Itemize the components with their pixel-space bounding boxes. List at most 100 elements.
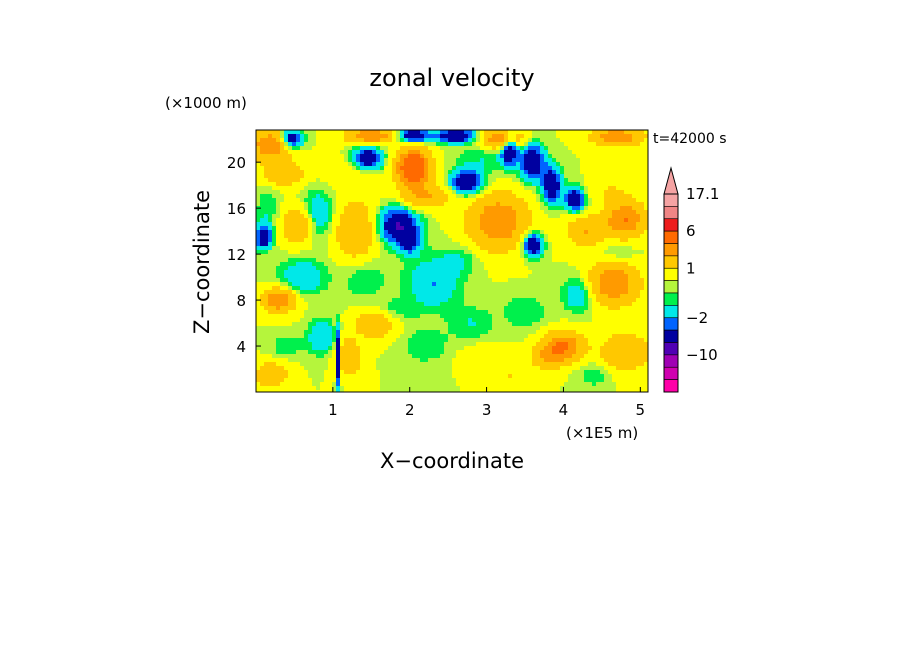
heatmap-cell	[540, 298, 545, 303]
heatmap-cell	[532, 310, 537, 315]
heatmap-cell	[612, 238, 617, 243]
heatmap-cell	[360, 174, 365, 179]
heatmap-cell	[348, 230, 353, 235]
heatmap-cell	[256, 166, 261, 171]
heatmap-cell	[396, 198, 401, 203]
heatmap-cell	[360, 198, 365, 203]
heatmap-cell	[500, 170, 505, 175]
heatmap-cell	[356, 146, 361, 151]
heatmap-cell	[384, 222, 389, 227]
heatmap-cell	[592, 262, 597, 267]
heatmap-cell	[340, 250, 345, 255]
heatmap-cell	[472, 130, 477, 135]
heatmap-cell	[560, 238, 565, 243]
heatmap-cell	[628, 166, 633, 171]
heatmap-cell	[608, 178, 613, 183]
heatmap-cell	[488, 138, 493, 143]
heatmap-cell	[492, 206, 497, 211]
heatmap-cell	[600, 282, 605, 287]
heatmap-cell	[576, 302, 581, 307]
heatmap-cell	[432, 198, 437, 203]
heatmap-cell	[260, 258, 265, 263]
heatmap-cell	[544, 322, 549, 327]
heatmap-cell	[296, 270, 301, 275]
heatmap-cell	[520, 138, 525, 143]
heatmap-cell	[400, 138, 405, 143]
heatmap-cell	[348, 294, 353, 299]
heatmap-cell	[352, 318, 357, 323]
heatmap-cell	[572, 266, 577, 271]
heatmap-cell	[464, 298, 469, 303]
heatmap-cell	[516, 298, 521, 303]
heatmap-cell	[312, 214, 317, 219]
heatmap-cell	[544, 270, 549, 275]
heatmap-cell	[284, 246, 289, 251]
heatmap-cell	[504, 142, 509, 147]
heatmap-cell	[324, 258, 329, 263]
heatmap-cell	[496, 194, 501, 199]
heatmap-cell	[552, 146, 557, 151]
heatmap-cell	[500, 306, 505, 311]
heatmap-cell	[256, 286, 261, 291]
heatmap-cell	[280, 150, 285, 155]
heatmap-cell	[576, 234, 581, 239]
heatmap-cell	[636, 238, 641, 243]
heatmap-cell	[404, 170, 409, 175]
heatmap-cell	[632, 166, 637, 171]
heatmap-cell	[396, 274, 401, 279]
heatmap-cell	[496, 250, 501, 255]
heatmap-cell	[588, 186, 593, 191]
heatmap-cell	[644, 282, 649, 287]
heatmap-cell	[272, 326, 277, 331]
heatmap-cell	[600, 186, 605, 191]
heatmap-cell	[268, 278, 273, 283]
heatmap-cell	[356, 234, 361, 239]
heatmap-cell	[272, 182, 277, 187]
heatmap-cell	[412, 286, 417, 291]
heatmap-cell	[276, 278, 281, 283]
heatmap-cell	[272, 322, 277, 327]
heatmap-cell	[504, 242, 509, 247]
heatmap-cell	[616, 150, 621, 155]
heatmap-cell	[584, 186, 589, 191]
heatmap-cell	[524, 246, 529, 251]
heatmap-cell	[484, 138, 489, 143]
heatmap-cell	[616, 154, 621, 159]
heatmap-cell	[544, 218, 549, 223]
heatmap-cell	[444, 274, 449, 279]
heatmap-cell	[388, 258, 393, 263]
heatmap-cell	[496, 306, 501, 311]
heatmap-cell	[344, 298, 349, 303]
heatmap-cell	[636, 314, 641, 319]
heatmap-cell	[428, 162, 433, 167]
heatmap-cell	[548, 294, 553, 299]
heatmap-cell	[512, 226, 517, 231]
heatmap-cell	[296, 262, 301, 267]
heatmap-cell	[416, 234, 421, 239]
heatmap-cell	[268, 186, 273, 191]
heatmap-cell	[488, 238, 493, 243]
heatmap-cell	[320, 174, 325, 179]
heatmap-cell	[380, 234, 385, 239]
heatmap-cell	[276, 198, 281, 203]
heatmap-cell	[636, 210, 641, 215]
heatmap-cell	[552, 302, 557, 307]
heatmap-cell	[300, 142, 305, 147]
heatmap-cell	[596, 258, 601, 263]
heatmap-cell	[344, 262, 349, 267]
heatmap-cell	[472, 302, 477, 307]
heatmap-cell	[380, 258, 385, 263]
heatmap-cell	[540, 322, 545, 327]
heatmap-cell	[396, 202, 401, 207]
heatmap-cell	[384, 266, 389, 271]
heatmap-cell	[412, 322, 417, 327]
heatmap-cell	[344, 138, 349, 143]
heatmap-cell	[424, 190, 429, 195]
heatmap-cell	[528, 182, 533, 187]
heatmap-cell	[328, 250, 333, 255]
heatmap-cell	[416, 146, 421, 151]
heatmap-cell	[492, 314, 497, 319]
heatmap-cell	[508, 190, 513, 195]
heatmap-cell	[548, 226, 553, 231]
heatmap-cell	[404, 314, 409, 319]
